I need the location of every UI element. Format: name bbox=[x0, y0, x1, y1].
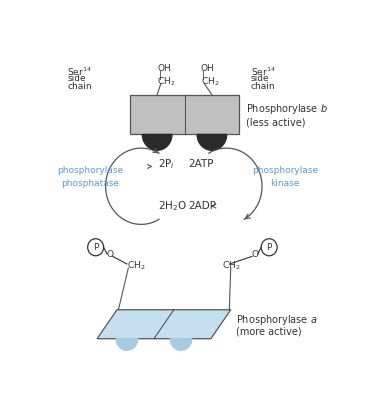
Text: chain: chain bbox=[67, 82, 92, 91]
Text: (more active): (more active) bbox=[236, 326, 302, 337]
Text: |: | bbox=[202, 71, 205, 80]
Text: Phosphorylase $a$: Phosphorylase $a$ bbox=[236, 313, 318, 327]
Text: side: side bbox=[251, 74, 269, 84]
Text: phosphorylase
phosphatase: phosphorylase phosphatase bbox=[57, 166, 123, 188]
Text: 2ATP: 2ATP bbox=[188, 159, 214, 169]
Text: (less active): (less active) bbox=[246, 118, 306, 128]
Text: |: | bbox=[159, 71, 162, 80]
Text: OH: OH bbox=[157, 65, 171, 73]
Text: OH: OH bbox=[200, 65, 214, 73]
Bar bbox=[130, 95, 239, 134]
Text: CH$_2$: CH$_2$ bbox=[222, 259, 241, 272]
Text: Ser$^{14}$: Ser$^{14}$ bbox=[67, 66, 92, 78]
Text: CH$_2$: CH$_2$ bbox=[200, 75, 219, 88]
Text: 2ADP: 2ADP bbox=[188, 201, 216, 211]
Text: Phosphorylase $b$: Phosphorylase $b$ bbox=[246, 102, 328, 116]
Text: 2H$_2$O: 2H$_2$O bbox=[158, 199, 187, 213]
Text: O: O bbox=[251, 250, 258, 259]
Wedge shape bbox=[197, 134, 227, 150]
Text: chain: chain bbox=[251, 82, 275, 91]
Text: 2P$_i$: 2P$_i$ bbox=[158, 157, 175, 171]
Text: side: side bbox=[67, 74, 86, 84]
Text: CH$_2$: CH$_2$ bbox=[127, 259, 145, 272]
Wedge shape bbox=[170, 339, 192, 350]
Circle shape bbox=[88, 239, 103, 256]
Wedge shape bbox=[142, 134, 172, 150]
Text: CH$_2$: CH$_2$ bbox=[157, 75, 176, 88]
Text: O: O bbox=[106, 250, 113, 259]
Text: P: P bbox=[266, 243, 272, 252]
Text: Ser$^{14}$: Ser$^{14}$ bbox=[251, 66, 275, 78]
Polygon shape bbox=[97, 310, 231, 339]
Circle shape bbox=[261, 239, 277, 256]
Text: P: P bbox=[93, 243, 98, 252]
Text: phosphorylase
kinase: phosphorylase kinase bbox=[252, 166, 318, 188]
Wedge shape bbox=[116, 339, 138, 350]
